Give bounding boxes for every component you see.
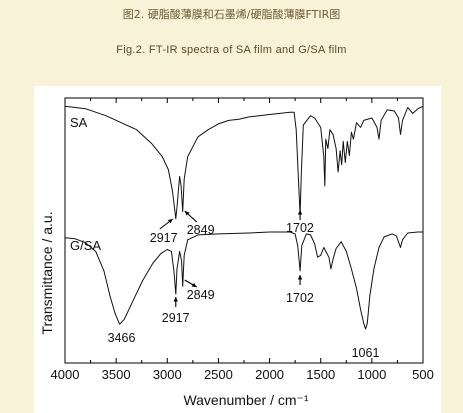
peak-annotations: 2917 2849 1702 3466 2917 2849 1702 1061	[108, 210, 380, 360]
ftir-figure: 4000 3500 3000 2500 2000 1500 1000 500 SA G/SA 2…	[34, 86, 441, 413]
x-tick-label: 1000	[357, 367, 386, 382]
peak-arrow-head	[173, 297, 178, 302]
series-name-label: G/SA	[70, 238, 101, 253]
peak-label: 2849	[187, 288, 215, 302]
peak-label: 2849	[187, 223, 215, 237]
peak-label: 3466	[108, 331, 136, 345]
peak-label: 2917	[162, 311, 190, 325]
x-tick-label: 3500	[102, 367, 131, 382]
x-tick-label: 2000	[255, 367, 284, 382]
x-tick-label: 1500	[306, 367, 335, 382]
peak-arrow-head	[191, 282, 197, 287]
x-tick-label: 2500	[204, 367, 233, 382]
peak-label: 2917	[150, 231, 178, 245]
peak-arrow-head	[297, 275, 303, 280]
spectra: SA G/SA	[64, 105, 424, 330]
spectrum-line-g-sa	[64, 231, 423, 330]
peak-arrow-head	[184, 211, 190, 216]
peak-label: 1061	[352, 346, 380, 360]
axes: 4000 3500 3000 2500 2000 1500 1000 500	[51, 97, 434, 382]
x-axis-label: Wavenumber / cm⁻¹	[183, 392, 308, 408]
english-caption: Fig.2. FT-IR spectra of SA film and G/SA…	[116, 44, 347, 56]
ftir-chart: 4000 3500 3000 2500 2000 1500 1000 500 SA G/SA 2…	[39, 97, 434, 408]
y-axis-label: Transmittance / a.u.	[39, 211, 55, 334]
x-tick-label: 500	[412, 367, 434, 382]
spectrum-line-sa	[64, 105, 424, 220]
peak-arrow-head	[297, 210, 303, 215]
x-tick-label: 4000	[51, 367, 80, 382]
chinese-caption: 图2. 硬脂酸薄膜和石墨烯/硬脂酸薄膜FTIR图	[122, 8, 341, 21]
series-name-label: SA	[70, 115, 88, 130]
peak-label: 1702	[286, 221, 314, 235]
peak-arrow-head	[167, 219, 173, 224]
peak-label: 1702	[286, 291, 314, 305]
x-tick-label: 3000	[153, 367, 182, 382]
